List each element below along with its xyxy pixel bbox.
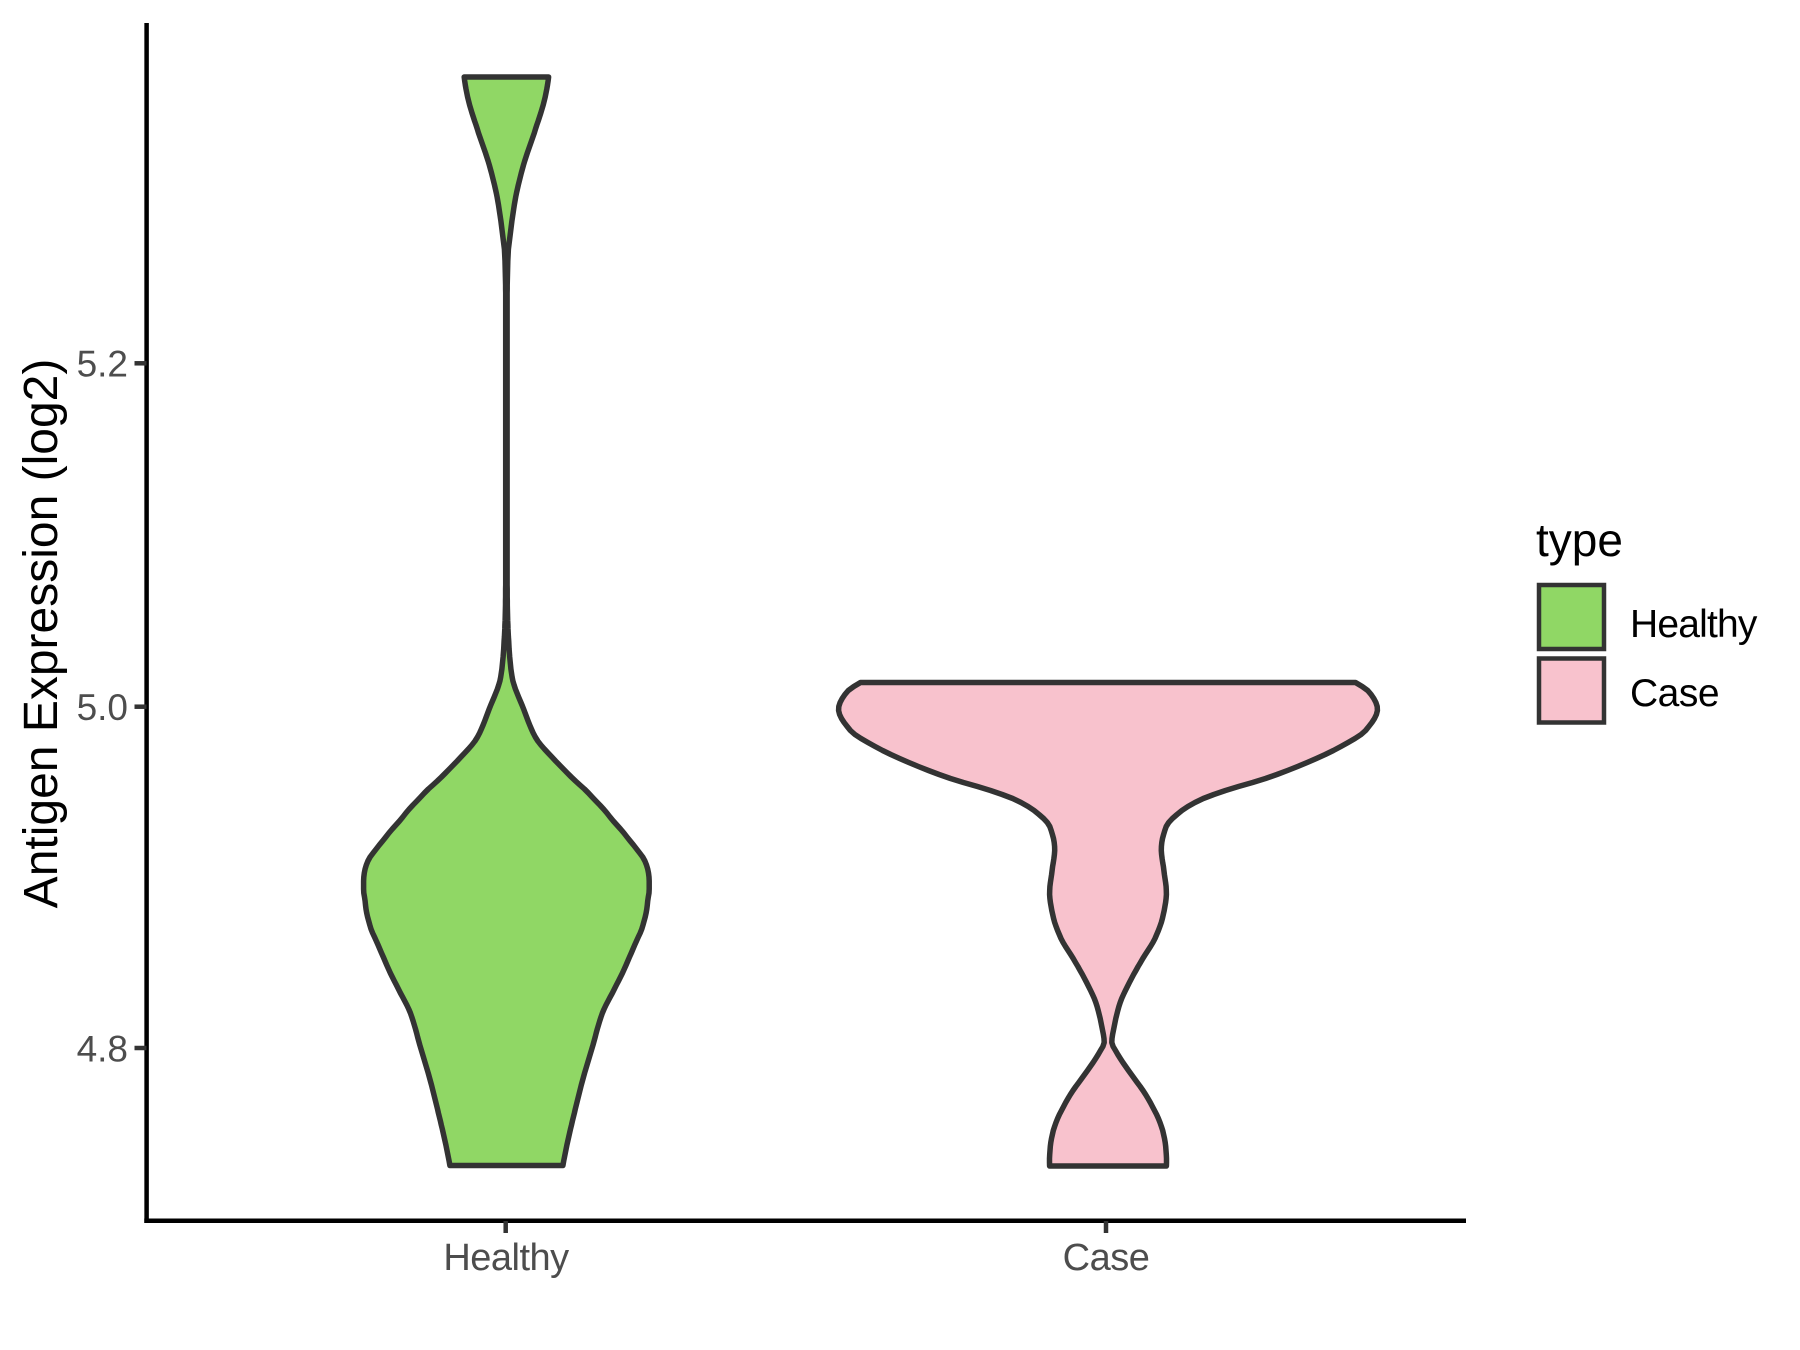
svg-text:4.8: 4.8	[77, 1029, 128, 1070]
svg-text:Case: Case	[1063, 1237, 1150, 1279]
svg-text:Healthy: Healthy	[443, 1237, 569, 1279]
svg-text:Healthy: Healthy	[1630, 603, 1758, 646]
svg-text:5.0: 5.0	[77, 687, 128, 728]
svg-text:5.2: 5.2	[77, 344, 128, 385]
svg-text:type: type	[1536, 514, 1623, 566]
svg-text:Antigen Expression (log2): Antigen Expression (log2)	[15, 359, 68, 909]
svg-text:Case: Case	[1630, 672, 1719, 715]
